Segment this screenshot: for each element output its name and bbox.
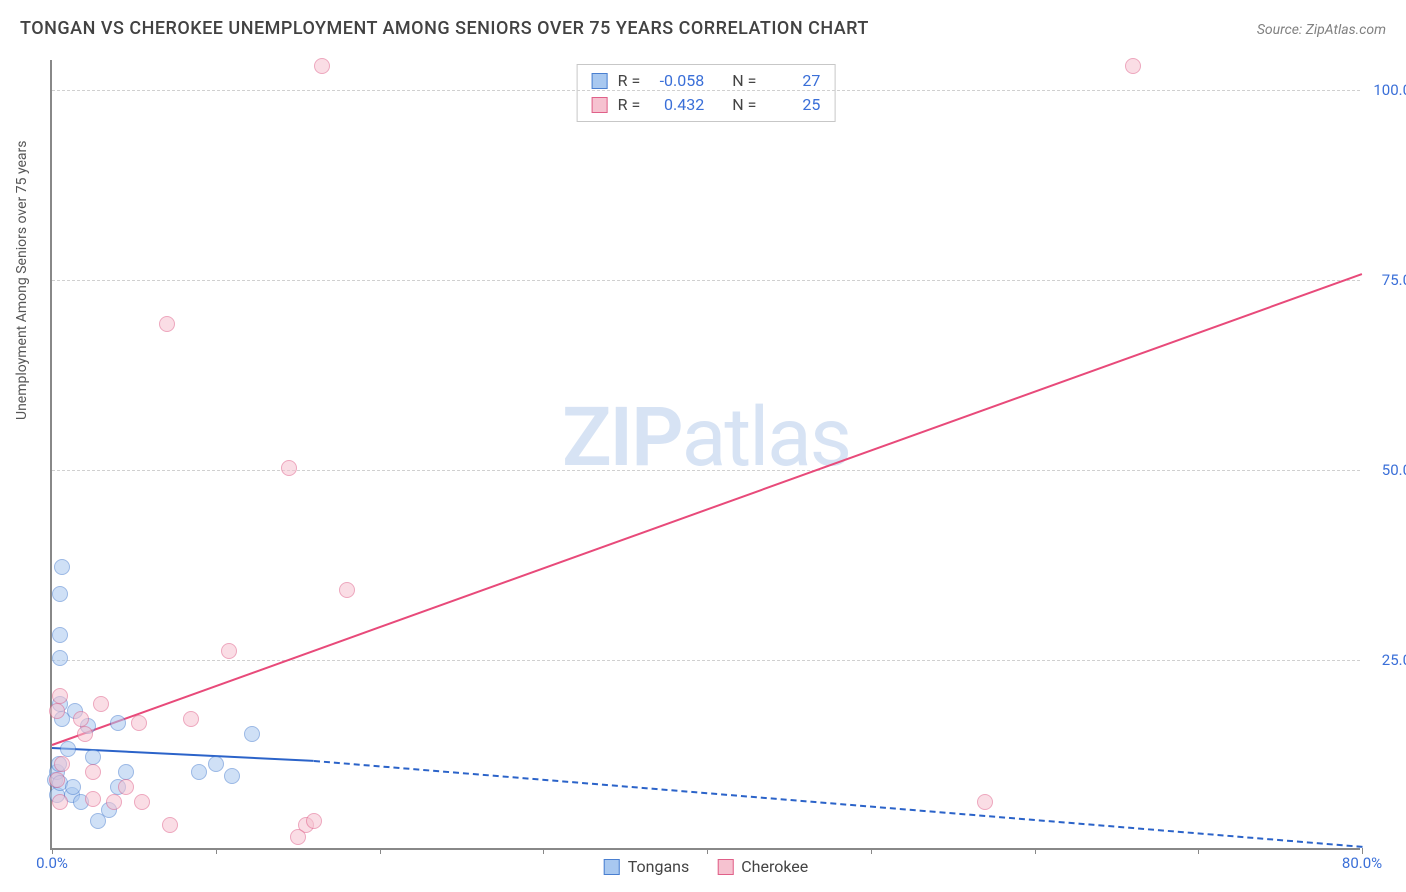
data-point-cherokee [52,688,68,704]
trend-line [314,760,1362,848]
data-point-tongans [118,764,134,780]
swatch-cherokee-icon [717,859,733,875]
y-tick-label: 75.0% [1382,271,1406,289]
data-point-cherokee [49,772,65,788]
swatch-tongans-icon [592,73,608,89]
plot-area: ZIPatlas R = -0.058 N = 27 R = 0.432 N =… [50,60,1360,850]
data-point-cherokee [93,696,109,712]
swatch-tongans-icon [604,859,620,875]
legend-item-cherokee: Cherokee [717,857,808,876]
data-point-cherokee [85,791,101,807]
source-attribution: Source: ZipAtlas.com [1257,22,1386,38]
data-point-tongans [85,749,101,765]
data-point-tongans [65,779,81,795]
gridline [52,280,1360,281]
y-tick-label: 50.0% [1382,461,1406,479]
data-point-cherokee [106,794,122,810]
data-point-cherokee [49,703,65,719]
data-point-cherokee [73,711,89,727]
data-point-cherokee [183,711,199,727]
data-point-cherokee [54,756,70,772]
x-tick [707,848,708,854]
data-point-tongans [191,764,207,780]
x-tick [380,848,381,854]
data-point-tongans [224,768,240,784]
data-point-tongans [60,741,76,757]
data-point-tongans [244,726,260,742]
legend-series: Tongans Cherokee [604,857,809,876]
legend-stats: R = -0.058 N = 27 R = 0.432 N = 25 [577,64,836,122]
swatch-cherokee-icon [592,97,608,113]
data-point-cherokee [85,764,101,780]
data-point-tongans [52,627,68,643]
x-tick [1035,848,1036,854]
legend-item-tongans: Tongans [604,857,690,876]
gridline [52,90,1360,91]
data-point-cherokee [281,460,297,476]
data-point-cherokee [221,643,237,659]
chart-title: TONGAN VS CHEROKEE UNEMPLOYMENT AMONG SE… [20,18,869,39]
gridline [52,660,1360,661]
data-point-cherokee [306,813,322,829]
chart-header: TONGAN VS CHEROKEE UNEMPLOYMENT AMONG SE… [20,18,1386,39]
data-point-cherokee [314,58,330,74]
x-tick [871,848,872,854]
data-point-cherokee [977,794,993,810]
data-point-cherokee [52,794,68,810]
data-point-cherokee [1125,58,1141,74]
data-point-cherokee [290,829,306,845]
y-axis-label: Unemployment Among Seniors over 75 years [14,141,30,421]
legend-stats-row-cherokee: R = 0.432 N = 25 [592,93,821,117]
trend-line [52,273,1363,746]
data-point-cherokee [118,779,134,795]
x-tick-label: 80.0% [1342,854,1382,872]
data-point-tongans [110,715,126,731]
chart-container: TONGAN VS CHEROKEE UNEMPLOYMENT AMONG SE… [0,0,1406,892]
data-point-tongans [52,586,68,602]
data-point-cherokee [77,726,93,742]
x-tick [1198,848,1199,854]
y-tick-label: 100.0% [1373,81,1406,99]
data-point-cherokee [134,794,150,810]
data-point-tongans [54,559,70,575]
x-tick-label: 0.0% [36,854,68,872]
x-tick [543,848,544,854]
data-point-cherokee [131,715,147,731]
data-point-cherokee [159,316,175,332]
gridline [52,470,1360,471]
data-point-tongans [208,756,224,772]
data-point-cherokee [339,582,355,598]
y-tick-label: 25.0% [1382,651,1406,669]
data-point-tongans [52,650,68,666]
x-tick [216,848,217,854]
data-point-cherokee [162,817,178,833]
